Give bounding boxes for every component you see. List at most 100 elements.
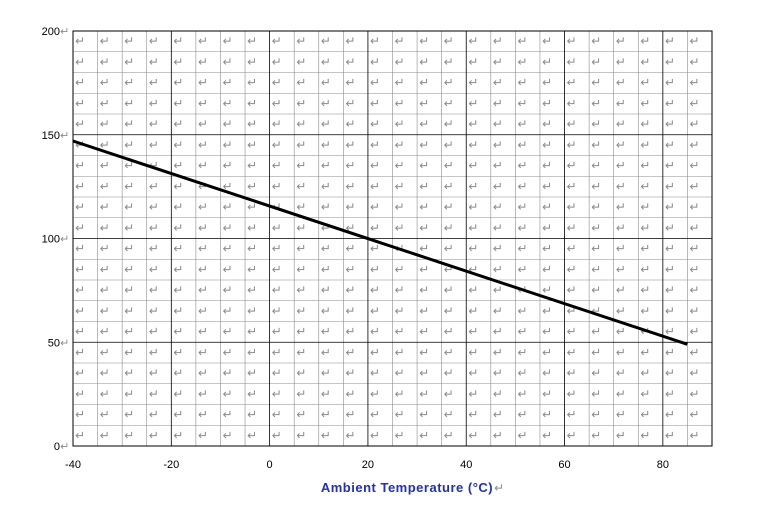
cell-paragraph-mark: ↵ — [468, 325, 478, 339]
cell-paragraph-mark: ↵ — [124, 387, 134, 401]
cell-paragraph-mark: ↵ — [124, 200, 134, 214]
cell-paragraph-mark: ↵ — [689, 304, 699, 318]
cell-paragraph-mark: ↵ — [616, 55, 626, 69]
cell-paragraph-mark: ↵ — [395, 325, 405, 339]
cell-paragraph-mark: ↵ — [493, 387, 503, 401]
cell-paragraph-mark: ↵ — [444, 117, 454, 131]
cell-paragraph-mark: ↵ — [419, 159, 429, 173]
cell-paragraph-mark: ↵ — [321, 242, 331, 256]
cell-paragraph-mark: ↵ — [370, 221, 380, 235]
cell-paragraph-mark: ↵ — [640, 138, 650, 152]
cell-paragraph-mark: ↵ — [591, 55, 601, 69]
cell-paragraph-mark: ↵ — [444, 179, 454, 193]
cell-paragraph-mark: ↵ — [493, 242, 503, 256]
cell-paragraph-mark: ↵ — [100, 96, 110, 110]
cell-paragraph-mark: ↵ — [542, 304, 552, 318]
cell-paragraph-mark: ↵ — [395, 283, 405, 297]
cell-paragraph-mark: ↵ — [616, 179, 626, 193]
cell-paragraph-mark: ↵ — [321, 117, 331, 131]
cell-paragraph-mark: ↵ — [149, 428, 159, 442]
cell-paragraph-mark: ↵ — [272, 55, 282, 69]
cell-paragraph-mark: ↵ — [222, 200, 232, 214]
cell-paragraph-mark: ↵ — [370, 366, 380, 380]
cell-paragraph-mark: ↵ — [370, 200, 380, 214]
cell-paragraph-mark: ↵ — [272, 242, 282, 256]
cell-paragraph-mark: ↵ — [468, 138, 478, 152]
cell-paragraph-mark: ↵ — [247, 159, 257, 173]
y-tick-label: 200 — [42, 26, 60, 38]
cell-paragraph-mark: ↵ — [517, 34, 527, 48]
cell-paragraph-mark: ↵ — [75, 96, 85, 110]
cell-paragraph-mark: ↵ — [395, 159, 405, 173]
cell-paragraph-mark: ↵ — [345, 117, 355, 131]
cell-paragraph-mark: ↵ — [665, 200, 675, 214]
cell-paragraph-mark: ↵ — [419, 179, 429, 193]
cell-paragraph-mark: ↵ — [345, 242, 355, 256]
cell-paragraph-mark: ↵ — [493, 200, 503, 214]
x-tick-label: 20 — [362, 459, 374, 471]
cell-paragraph-mark: ↵ — [321, 408, 331, 422]
cell-paragraph-mark: ↵ — [640, 117, 650, 131]
y-tick-paragraph-mark: ↵ — [60, 130, 69, 142]
cell-paragraph-mark: ↵ — [100, 345, 110, 359]
cell-paragraph-mark: ↵ — [222, 408, 232, 422]
cell-paragraph-mark: ↵ — [173, 221, 183, 235]
cell-paragraph-mark: ↵ — [321, 138, 331, 152]
cell-paragraph-mark: ↵ — [444, 200, 454, 214]
cell-paragraph-mark: ↵ — [173, 117, 183, 131]
cell-paragraph-mark: ↵ — [689, 345, 699, 359]
cell-paragraph-mark: ↵ — [395, 96, 405, 110]
cell-paragraph-mark: ↵ — [124, 283, 134, 297]
cell-paragraph-mark: ↵ — [345, 200, 355, 214]
cell-paragraph-mark: ↵ — [149, 304, 159, 318]
cell-paragraph-mark: ↵ — [444, 325, 454, 339]
cell-paragraph-mark: ↵ — [321, 366, 331, 380]
cell-paragraph-mark: ↵ — [591, 428, 601, 442]
plot-frame — [72, 30, 713, 447]
cell-paragraph-mark: ↵ — [345, 34, 355, 48]
cell-paragraph-mark: ↵ — [370, 55, 380, 69]
cell-paragraph-mark: ↵ — [567, 387, 577, 401]
cell-paragraph-mark: ↵ — [567, 242, 577, 256]
cell-paragraph-mark: ↵ — [665, 387, 675, 401]
cell-paragraph-mark: ↵ — [296, 55, 306, 69]
cell-paragraph-mark: ↵ — [689, 96, 699, 110]
x-tick-label: 0 — [267, 459, 273, 471]
cell-paragraph-mark: ↵ — [222, 96, 232, 110]
cell-paragraph-mark: ↵ — [493, 304, 503, 318]
cell-paragraph-mark: ↵ — [222, 34, 232, 48]
cell-paragraph-mark: ↵ — [124, 76, 134, 90]
cell-paragraph-mark: ↵ — [272, 283, 282, 297]
cell-paragraph-mark: ↵ — [616, 117, 626, 131]
cell-paragraph-mark: ↵ — [321, 428, 331, 442]
y-tick-label: 150 — [42, 130, 60, 142]
cell-paragraph-mark: ↵ — [149, 345, 159, 359]
cell-paragraph-mark: ↵ — [517, 76, 527, 90]
cell-paragraph-mark: ↵ — [517, 55, 527, 69]
cell-paragraph-mark: ↵ — [100, 408, 110, 422]
cell-paragraph-mark: ↵ — [345, 408, 355, 422]
cell-paragraph-mark: ↵ — [591, 96, 601, 110]
cell-paragraph-mark: ↵ — [468, 179, 478, 193]
cell-paragraph-mark: ↵ — [689, 387, 699, 401]
cell-paragraph-mark: ↵ — [75, 117, 85, 131]
cell-paragraph-mark: ↵ — [370, 408, 380, 422]
cell-paragraph-mark: ↵ — [591, 387, 601, 401]
cell-paragraph-mark: ↵ — [296, 387, 306, 401]
cell-paragraph-mark: ↵ — [689, 138, 699, 152]
cell-paragraph-mark: ↵ — [665, 304, 675, 318]
cell-paragraph-mark: ↵ — [542, 283, 552, 297]
cell-paragraph-mark: ↵ — [198, 138, 208, 152]
cell-paragraph-mark: ↵ — [370, 34, 380, 48]
x-axis-label: Ambient Temperature (°C) — [321, 480, 493, 495]
cell-paragraph-mark: ↵ — [395, 34, 405, 48]
cell-paragraph-mark: ↵ — [591, 159, 601, 173]
cell-paragraph-mark: ↵ — [517, 262, 527, 276]
cell-paragraph-mark: ↵ — [468, 96, 478, 110]
cell-paragraph-mark: ↵ — [75, 262, 85, 276]
cell-paragraph-mark: ↵ — [419, 34, 429, 48]
cell-paragraph-mark: ↵ — [444, 428, 454, 442]
cell-paragraph-mark: ↵ — [370, 262, 380, 276]
cell-paragraph-mark: ↵ — [493, 34, 503, 48]
cell-paragraph-mark: ↵ — [591, 242, 601, 256]
